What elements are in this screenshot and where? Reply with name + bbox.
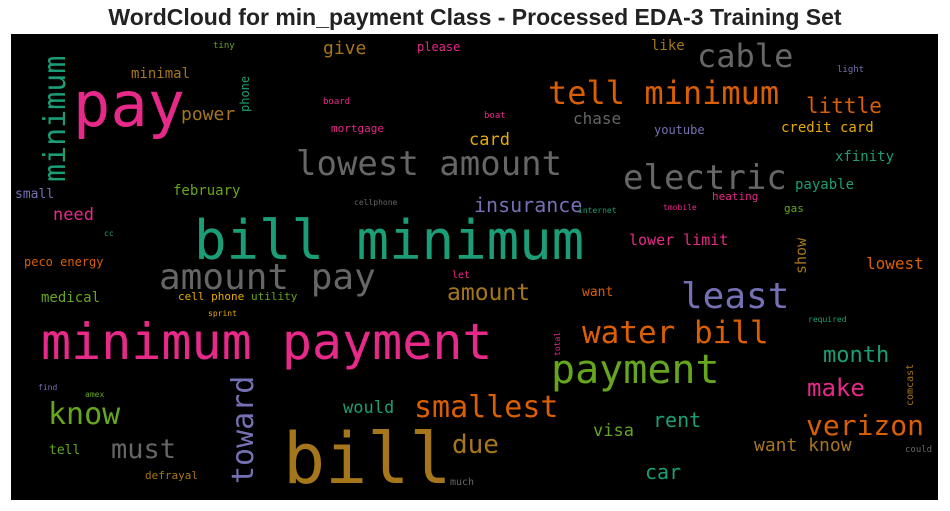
word-amount: amount [447, 280, 531, 306]
word-total: total [553, 331, 562, 356]
word-rent: rent [653, 408, 702, 432]
word-cc: cc [104, 229, 114, 238]
word-make: make [807, 374, 865, 402]
word-month: month [823, 343, 890, 368]
wordcloud-title: WordCloud for min_payment Class - Proces… [108, 4, 842, 30]
word-phone: phone [238, 75, 252, 112]
word-lowest-amount: lowest amount [296, 144, 563, 184]
word-minimal: minimal [131, 66, 191, 82]
word-cellphone: cellphone [354, 198, 398, 207]
word-want-know: want know [754, 435, 852, 456]
word-boat: boat [484, 111, 506, 121]
word-minimum: minimum [38, 55, 73, 182]
word-gas: gas [784, 202, 804, 215]
word-know: know [48, 397, 121, 432]
word-want: want [582, 285, 614, 300]
word-would: would [343, 398, 395, 418]
word-board: board [323, 97, 351, 107]
word-water-bill: water bill [582, 315, 769, 351]
word-toward: toward [226, 375, 261, 484]
wordcloud-canvas: minimum payment bill minimum bill pay am… [11, 34, 938, 500]
word-youtube: youtube [654, 123, 705, 137]
word-much: much [450, 477, 475, 488]
word-heating: heating [712, 190, 759, 203]
word-internet: internet [578, 206, 617, 215]
word-small: small [15, 187, 55, 202]
word-find: find [38, 383, 58, 392]
word-payment: payment [551, 347, 720, 393]
word-xfinity: xfinity [835, 149, 895, 165]
word-show: show [792, 237, 810, 274]
word-amount-pay: amount pay [159, 257, 376, 298]
word-pay: pay [73, 68, 185, 141]
word-insurance: insurance [474, 193, 583, 217]
word-minimum-payment: minimum payment [41, 313, 493, 371]
word-required: required [808, 315, 847, 324]
word-mortgage: mortgage [331, 122, 384, 135]
word-due: due [452, 430, 499, 460]
word-least: least [681, 276, 790, 317]
word-light: light [837, 65, 865, 75]
word-february: february [173, 183, 241, 199]
word-verizon: verizon [806, 409, 925, 442]
word-visa: visa [593, 421, 634, 441]
word-bill: bill [283, 418, 452, 500]
word-sprint: sprint [208, 309, 237, 318]
word-need: need [53, 205, 94, 225]
word-tmobile: tmobile [663, 203, 697, 212]
word-cable: cable [697, 37, 794, 75]
word-credit-card: credit card [781, 120, 874, 136]
word-electric: electric [623, 158, 787, 198]
word-give: give [323, 38, 367, 59]
word-please: please [417, 40, 461, 54]
word-cell-phone: cell phone [178, 290, 245, 303]
word-must: must [111, 434, 177, 465]
word-let: let [452, 270, 471, 281]
word-could: could [905, 445, 933, 455]
word-smallest: smallest [414, 390, 559, 425]
word-bill-minimum: bill minimum [194, 209, 585, 272]
word-card: card [469, 130, 510, 150]
word-tell: tell [49, 443, 81, 458]
word-tiny: tiny [213, 41, 235, 51]
word-power: power [181, 104, 236, 125]
word-lowest: lowest [866, 254, 924, 273]
word-peco-energy: peco energy [24, 255, 104, 269]
word-comcast: comcast [905, 363, 916, 406]
word-payable: payable [795, 177, 855, 193]
word-tell-minimum: tell minimum [548, 74, 780, 112]
word-little: little [806, 94, 882, 118]
word-like: like [651, 38, 685, 54]
word-chase: chase [573, 109, 622, 128]
word-car: car [645, 460, 682, 484]
word-utility: utility [251, 290, 298, 303]
word-medical: medical [41, 290, 101, 306]
word-amex: amex [85, 390, 105, 399]
word-lower-limit: lower limit [629, 231, 729, 249]
word-defrayal: defrayal [145, 469, 198, 482]
